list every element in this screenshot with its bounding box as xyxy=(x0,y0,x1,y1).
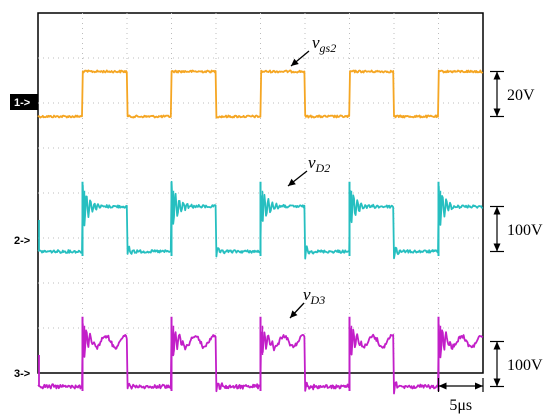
label-arrowhead xyxy=(291,58,299,66)
scale-arrow xyxy=(493,243,501,252)
trace-label-main: v xyxy=(303,285,311,304)
channel-markers: 1-> 2-> 3-> xyxy=(10,94,38,380)
scale-arrow xyxy=(493,206,501,215)
scale-label-gs2: 20V xyxy=(507,87,535,104)
label-arrowhead xyxy=(288,178,296,186)
trace-label-d2: vD2 xyxy=(308,153,330,175)
scale-arrow xyxy=(493,341,501,350)
channel-marker-box xyxy=(10,94,38,110)
scale-arrow xyxy=(493,378,501,387)
trace-gs2 xyxy=(37,69,484,119)
time-scale-label: 5μs xyxy=(449,397,472,414)
trace-label-subscript: D2 xyxy=(315,161,331,175)
scale-bars: 20V 100V 100V 5μs xyxy=(437,70,543,414)
traces xyxy=(37,69,484,395)
time-scale-arrow xyxy=(475,382,483,390)
time-scale-arrow xyxy=(438,382,447,390)
trace-label-subscript: gs2 xyxy=(320,41,337,55)
scale-label-d2: 100V xyxy=(507,222,543,239)
trace-label-gs2: vgs2 xyxy=(312,33,336,55)
channel-marker-1: 1-> xyxy=(14,97,30,109)
scale-arrow xyxy=(493,108,501,117)
trace-label-main: v xyxy=(312,33,320,52)
trace-label-d3: vD3 xyxy=(303,285,325,307)
scale-label-d3: 100V xyxy=(507,357,543,374)
channel-marker-3: 3-> xyxy=(14,368,30,380)
scale-arrow xyxy=(493,71,501,80)
label-arrowhead xyxy=(290,310,298,318)
channel-marker-2: 2-> xyxy=(14,235,30,247)
trace-label-subscript: D3 xyxy=(310,293,326,307)
trace-label-main: v xyxy=(308,153,316,172)
